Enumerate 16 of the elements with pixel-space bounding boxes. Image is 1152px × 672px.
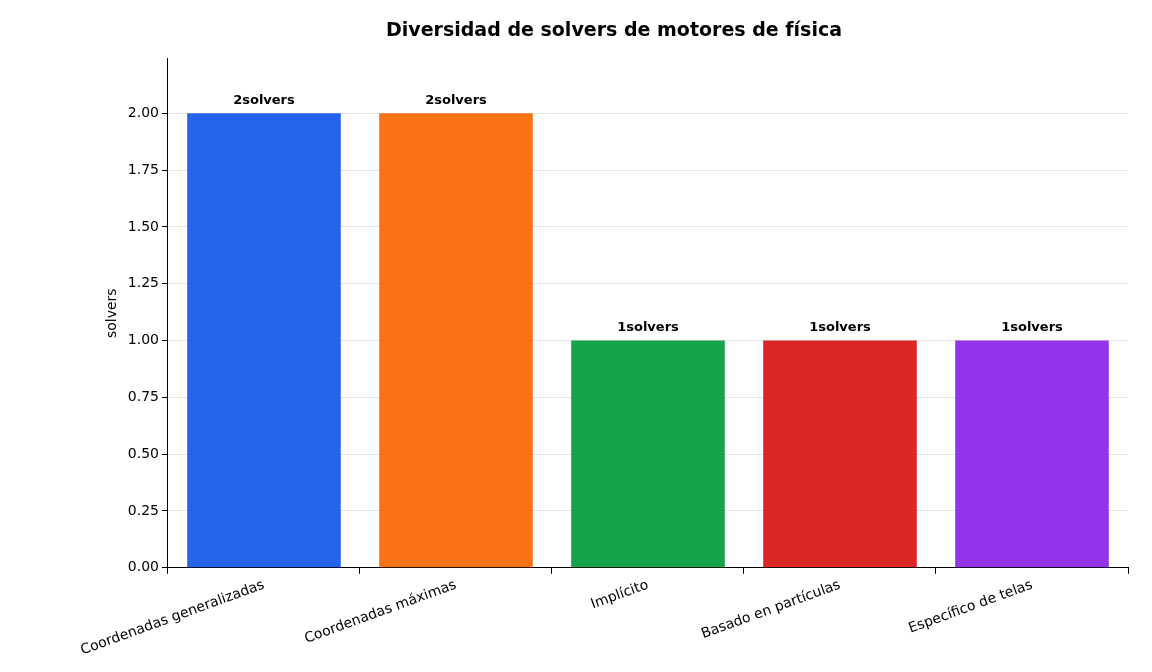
y-tick-label: 0.75 [127,387,159,404]
y-tick-label: 1.50 [127,217,159,234]
y-tick-label: 1.00 [127,331,159,348]
y-tick-label: 1.25 [127,274,159,291]
data-label: 1solvers [809,319,872,335]
y-tick-label: 0.25 [127,501,159,518]
y-axis-title: solvers [103,288,120,339]
data-label: 2solvers [233,92,296,108]
data-label: 2solvers [425,92,488,108]
y-tick-label: 0.00 [127,558,159,575]
y-tick-label: 1.75 [127,160,159,177]
y-tick-label: 2.00 [127,103,159,120]
data-label: 1solvers [617,319,680,335]
data-label: 1solvers [1001,319,1064,335]
y-tick-label: 0.50 [127,444,159,461]
chart-title: Diversidad de solvers de motores de física [386,18,842,41]
